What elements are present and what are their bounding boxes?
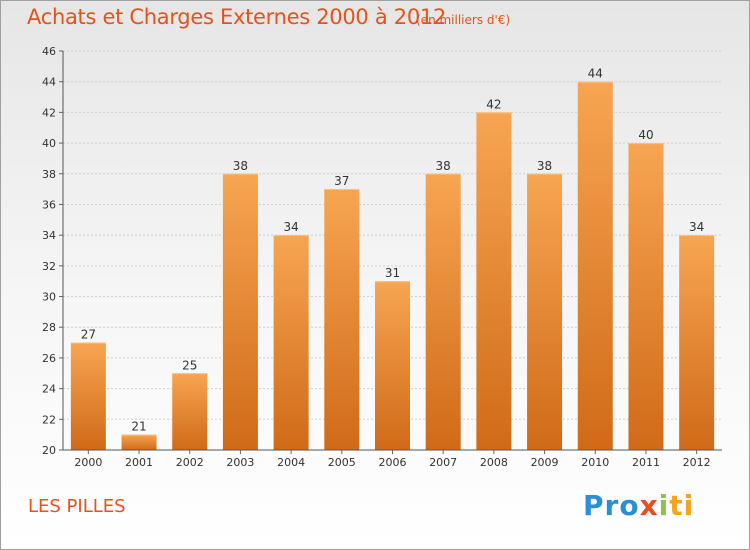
data-label: 42: [486, 97, 501, 111]
bar-2003: [222, 173, 258, 450]
x-tick-label: 2007: [429, 456, 457, 469]
y-tick-label: 38: [42, 168, 56, 181]
x-tick-label: 2004: [277, 456, 305, 469]
bar-2000: [70, 342, 106, 450]
location-label: LES PILLES: [28, 496, 126, 517]
y-tick-label: 26: [42, 352, 56, 365]
y-tick-label: 32: [42, 260, 56, 273]
x-tick-label: 2000: [74, 456, 102, 469]
bar-2006: [375, 281, 410, 450]
x-tick-label: 2009: [531, 456, 559, 469]
y-tick-label: 34: [42, 229, 56, 242]
data-label: 34: [689, 220, 704, 234]
y-tick-label: 28: [42, 321, 56, 334]
bar-2009: [527, 173, 563, 450]
logo-part: i: [658, 489, 670, 522]
logo-part: ti: [669, 489, 695, 522]
labels: 20 22 24 26 28 30 32 34 36 38 40 42 44 46 27 2000 21 2001…: [42, 45, 711, 469]
y-tick-label: 24: [42, 383, 56, 396]
chart-title: Achats et Charges Externes 2000 à 2012: [27, 5, 447, 29]
data-label: 31: [385, 266, 400, 280]
data-label: 38: [537, 159, 552, 173]
y-tick-label: 46: [42, 45, 56, 58]
logo-part: x: [639, 489, 659, 522]
x-tick-label: 2001: [125, 456, 153, 469]
bar-2004: [273, 235, 309, 450]
y-tick-label: 42: [42, 106, 56, 119]
x-tick-label: 2012: [683, 456, 711, 469]
data-label: 40: [638, 128, 653, 142]
axes: [59, 50, 722, 454]
data-label: 21: [131, 420, 146, 434]
bars: [70, 81, 715, 451]
x-tick-label: 2006: [379, 456, 407, 469]
bar-2001: [121, 434, 157, 450]
bar-2002: [172, 373, 208, 450]
bar-2012: [679, 235, 715, 450]
data-label: 37: [334, 174, 349, 188]
proxiti-logo: Proxiti: [583, 489, 694, 522]
y-tick-label: 22: [42, 413, 56, 426]
bar-2005: [324, 189, 360, 450]
x-tick-label: 2008: [480, 456, 508, 469]
y-tick-label: 36: [42, 198, 56, 211]
data-label: 38: [436, 159, 451, 173]
y-tick-label: 30: [42, 291, 56, 304]
chart-subtitle: (en milliers d'€): [416, 13, 511, 27]
bar-2008: [476, 112, 512, 450]
data-label: 25: [182, 358, 197, 372]
y-tick-label: 20: [42, 444, 56, 457]
data-label: 44: [588, 67, 603, 81]
y-tick-label: 40: [42, 137, 56, 150]
bar-2011: [628, 143, 664, 451]
data-label: 27: [81, 328, 96, 342]
bar-2007: [425, 173, 461, 450]
x-tick-label: 2005: [328, 456, 356, 469]
x-tick-label: 2002: [176, 456, 204, 469]
bar-2010: [577, 81, 613, 450]
x-tick-label: 2010: [581, 456, 609, 469]
x-tick-label: 2003: [226, 456, 254, 469]
data-label: 34: [283, 220, 298, 234]
x-tick-label: 2011: [632, 456, 660, 469]
y-tick-label: 44: [42, 76, 56, 89]
data-label: 38: [233, 159, 248, 173]
logo-part: Pro: [583, 489, 640, 522]
